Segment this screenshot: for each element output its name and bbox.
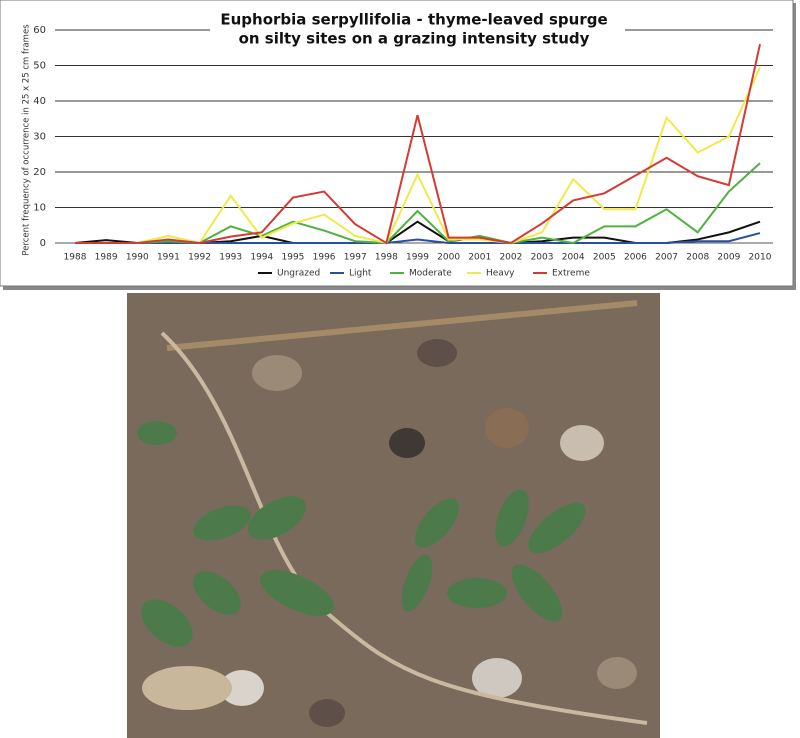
y-tick-label: 30 [33,132,46,143]
x-tick-label: 1988 [64,253,87,263]
chart: Euphorbia serpyllifolia - thyme-leaved s… [0,0,796,290]
x-tick-label: 1997 [344,253,367,263]
x-tick-label: 1991 [157,253,180,263]
leaves [137,421,586,647]
x-tick-label: 1993 [219,253,242,263]
legend-label: Heavy [486,269,515,279]
photo [127,293,660,738]
x-tick-label: 1994 [250,253,273,263]
chart-title: Euphorbia serpyllifolia - thyme-leaved s… [220,11,607,29]
series-line [75,43,761,245]
x-tick-label: 2001 [468,253,491,263]
y-tick-label: 50 [33,61,46,72]
legend-label: Moderate [409,269,452,279]
chart-title: on silty sites on a grazing intensity st… [239,30,590,48]
y-tick-label: 40 [33,96,46,107]
x-tick-label: 2006 [624,253,647,263]
x-tick-label: 1999 [406,253,429,263]
y-tick-label: 60 [33,25,46,36]
x-tick-label: 2005 [593,253,616,263]
x-tick-label: 2003 [531,253,554,263]
pebbles [142,339,637,727]
x-tick-label: 1996 [313,253,336,263]
title-bg [210,8,625,48]
legend-label: Ungrazed [277,269,320,279]
legend-label: Extreme [552,269,590,279]
x-tick-label: 2009 [717,253,740,263]
x-tick-label: 2010 [749,253,772,263]
x-tick-label: 2000 [437,253,460,263]
y-tick-label: 10 [33,203,46,214]
y-tick-label: 0 [40,238,46,249]
x-tick-label: 1995 [282,253,305,263]
twig [166,300,638,351]
x-tick-label: 2007 [655,253,678,263]
x-tick-label: 2002 [499,253,522,263]
x-tick-label: 1998 [375,253,398,263]
legend-label: Light [349,269,372,279]
x-tick-label: 1990 [126,253,149,263]
x-tick-label: 1992 [188,253,211,263]
x-tick-label: 2008 [686,253,709,263]
x-tick-label: 1989 [95,253,118,263]
series-line [75,66,761,245]
x-tick-label: 2004 [562,253,585,263]
y-axis-label: Percent frequency of occurrence in 25 x … [22,24,32,256]
y-tick-label: 20 [33,167,46,178]
